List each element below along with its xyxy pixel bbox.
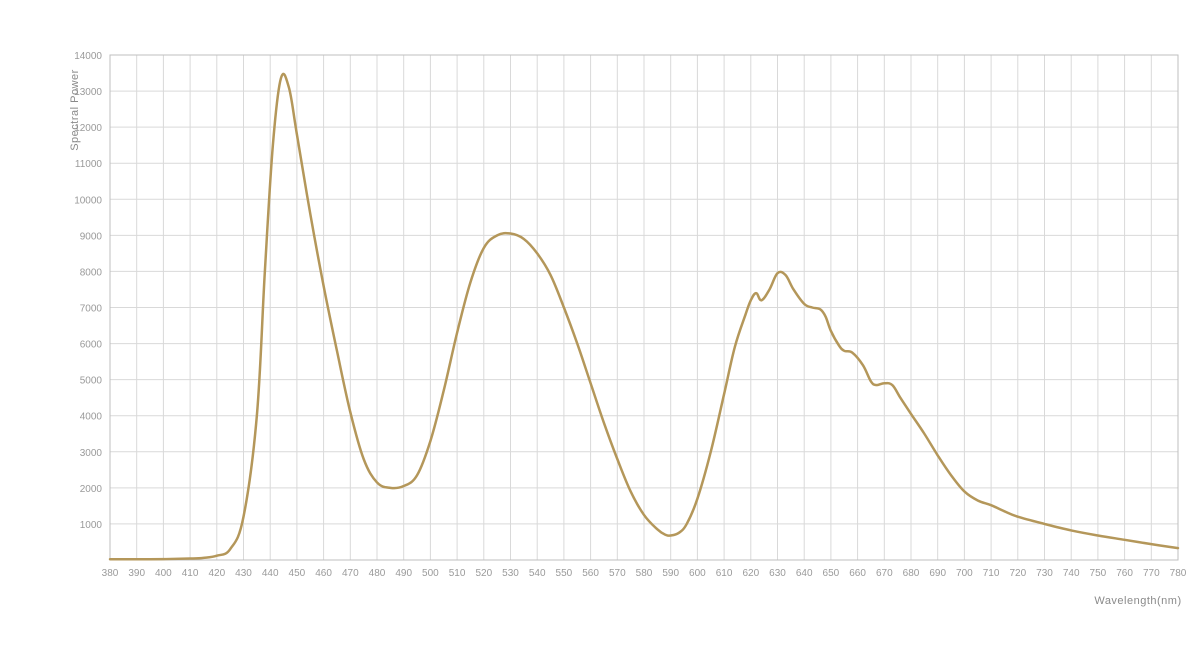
x-tick-label: 470 [342, 568, 359, 579]
x-tick-label: 520 [475, 568, 492, 579]
x-tick-label: 590 [662, 568, 679, 579]
y-tick-label: 7000 [80, 304, 103, 315]
x-tick-label: 510 [449, 568, 466, 579]
x-tick-label: 760 [1116, 568, 1133, 579]
x-tick-label: 580 [636, 568, 653, 579]
x-tick-label: 390 [128, 568, 145, 579]
x-tick-label: 780 [1170, 568, 1187, 579]
x-tick-label: 450 [289, 568, 306, 579]
grid [110, 55, 1178, 560]
x-tick-label: 660 [849, 568, 866, 579]
y-tick-label: 6000 [80, 340, 103, 351]
x-tick-label: 640 [796, 568, 813, 579]
x-tick-label: 530 [502, 568, 519, 579]
y-tick-label: 5000 [80, 376, 103, 387]
x-tick-label: 740 [1063, 568, 1080, 579]
x-tick-label: 490 [395, 568, 412, 579]
x-tick-label: 670 [876, 568, 893, 579]
y-axis-label: Spectral Power [69, 69, 81, 151]
x-tick-label: 600 [689, 568, 706, 579]
y-tick-label: 10000 [74, 195, 102, 206]
chart-svg: 380 390 400 410 420 430 440 450 460 470 480 490 500 5… [0, 0, 1200, 650]
x-tick-label: 540 [529, 568, 546, 579]
x-tick-label: 620 [742, 568, 759, 579]
x-tick-label: 610 [716, 568, 733, 579]
y-tick-label: 3000 [80, 448, 103, 459]
x-tick-label: 480 [369, 568, 386, 579]
y-tick-label: 1000 [80, 520, 103, 531]
x-tick-label: 720 [1009, 568, 1026, 579]
x-tick-label: 420 [208, 568, 225, 579]
x-axis-label: Wavelength(nm) [1094, 595, 1181, 607]
y-tick-label: 2000 [80, 484, 103, 495]
x-tick-label: 460 [315, 568, 332, 579]
x-tick-label: 680 [903, 568, 920, 579]
x-tick-label: 380 [102, 568, 119, 579]
x-tick-label: 710 [983, 568, 1000, 579]
x-tick-label: 430 [235, 568, 252, 579]
x-tick-label: 410 [182, 568, 199, 579]
x-tick-label: 500 [422, 568, 439, 579]
y-tick-label: 4000 [80, 412, 103, 423]
x-tick-label: 550 [556, 568, 573, 579]
x-tick-label: 700 [956, 568, 973, 579]
x-tick-label: 770 [1143, 568, 1160, 579]
x-tick-label: 440 [262, 568, 279, 579]
y-tick-label: 8000 [80, 267, 103, 278]
x-tick-label: 630 [769, 568, 786, 579]
x-tick-label: 750 [1090, 568, 1107, 579]
x-tick-label: 560 [582, 568, 599, 579]
y-tick-label: 11000 [75, 159, 103, 170]
y-tick-label: 9000 [80, 231, 103, 242]
x-tick-label: 690 [929, 568, 946, 579]
x-tick-label: 650 [823, 568, 840, 579]
spectral-power-chart: 380 390 400 410 420 430 440 450 460 470 480 490 500 5… [0, 0, 1200, 650]
x-tick-label: 730 [1036, 568, 1053, 579]
x-tick-label: 570 [609, 568, 626, 579]
x-tick-label: 400 [155, 568, 172, 579]
y-tick-label: 14000 [74, 51, 102, 62]
